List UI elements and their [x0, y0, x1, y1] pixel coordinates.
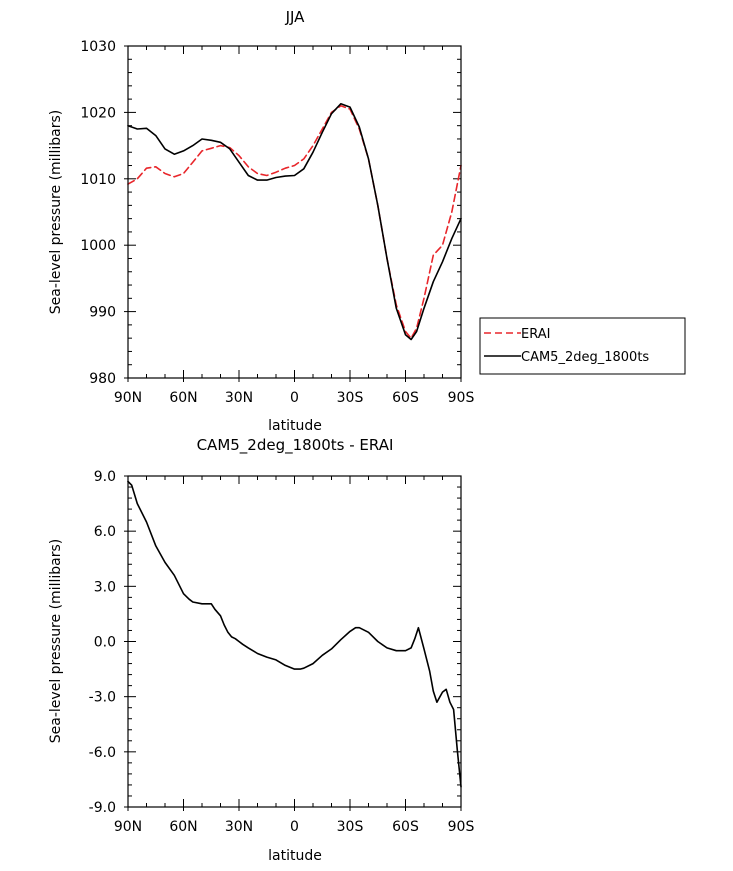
top-tick-labels: 90N 60N 30N 0 30S 60S 90S 980 990 1000 1010 1020 103…	[80, 39, 474, 406]
legend-label-erai: ERAI	[521, 327, 550, 342]
top-x-tick-label: 90S	[448, 390, 475, 406]
top-chart-title: JJA	[285, 8, 306, 26]
bottom-x-tick-label: 30N	[225, 819, 253, 835]
top-x-axis-label: latitude	[268, 418, 322, 434]
top-y-tick-label: 1010	[80, 172, 116, 188]
top-x-tick-label: 30S	[337, 390, 364, 406]
top-y-tick-label: 980	[89, 371, 116, 387]
bottom-x-tick-label: 90N	[114, 819, 142, 835]
bottom-panel: CAM5_2deg_1800ts - ERAI Sea-level pressu…	[48, 436, 474, 864]
bottom-plot-frame	[127, 475, 462, 808]
top-x-tick-label: 60S	[392, 390, 419, 406]
bottom-x-tick-label: 60N	[169, 819, 197, 835]
bottom-y-tick-label: -3.0	[89, 690, 116, 706]
bottom-x-tick-label: 30S	[337, 819, 364, 835]
bottom-series-line-0	[127, 480, 462, 788]
top-x-tick-label: 60N	[169, 390, 197, 406]
top-x-tick-label: 0	[290, 390, 299, 406]
top-y-tick-label: 1030	[80, 39, 116, 55]
top-series-line-1	[127, 103, 462, 341]
top-y-axis-label: Sea-level pressure (millibars)	[48, 110, 64, 314]
bottom-y-tick-label: 9.0	[94, 469, 116, 485]
top-x-tick-label: 90N	[114, 390, 142, 406]
bottom-tick-labels: 90N 60N 30N 0 30S 60S 90S -9.0 -6.0 -3.0 0.0 3.0 6.0…	[89, 469, 475, 835]
bottom-x-tick-label: 0	[290, 819, 299, 835]
bottom-x-tick-label: 60S	[392, 819, 419, 835]
bottom-y-axis-label: Sea-level pressure (millibars)	[48, 539, 64, 743]
legend-box	[479, 317, 686, 375]
top-series-line-0	[127, 105, 462, 340]
bottom-y-tick-label: 6.0	[94, 524, 116, 540]
top-y-tick-label: 1000	[80, 238, 116, 254]
top-y-tick-label: 1020	[80, 105, 116, 121]
bottom-y-tick-label: -6.0	[89, 745, 116, 761]
top-y-tick-label: 990	[89, 305, 116, 321]
bottom-series-lines	[127, 480, 462, 788]
top-plot-frame	[127, 45, 462, 379]
top-panel: JJA Sea-level pressure (millibars) latit…	[48, 8, 686, 434]
bottom-y-tick-label: -9.0	[89, 800, 116, 816]
bottom-y-tick-label: 0.0	[94, 635, 116, 651]
legend-label-cam5: CAM5_2deg_1800ts	[521, 350, 649, 365]
bottom-chart-title: CAM5_2deg_1800ts - ERAI	[197, 436, 394, 455]
top-series-lines	[127, 103, 462, 341]
top-x-tick-label: 30N	[225, 390, 253, 406]
bottom-x-axis-label: latitude	[268, 848, 322, 864]
legend: ERAI CAM5_2deg_1800ts	[479, 317, 686, 375]
top-axis-ticks	[124, 45, 462, 382]
bottom-axis-ticks	[124, 475, 462, 811]
bottom-y-tick-label: 3.0	[94, 579, 116, 595]
bottom-x-tick-label: 90S	[448, 819, 475, 835]
